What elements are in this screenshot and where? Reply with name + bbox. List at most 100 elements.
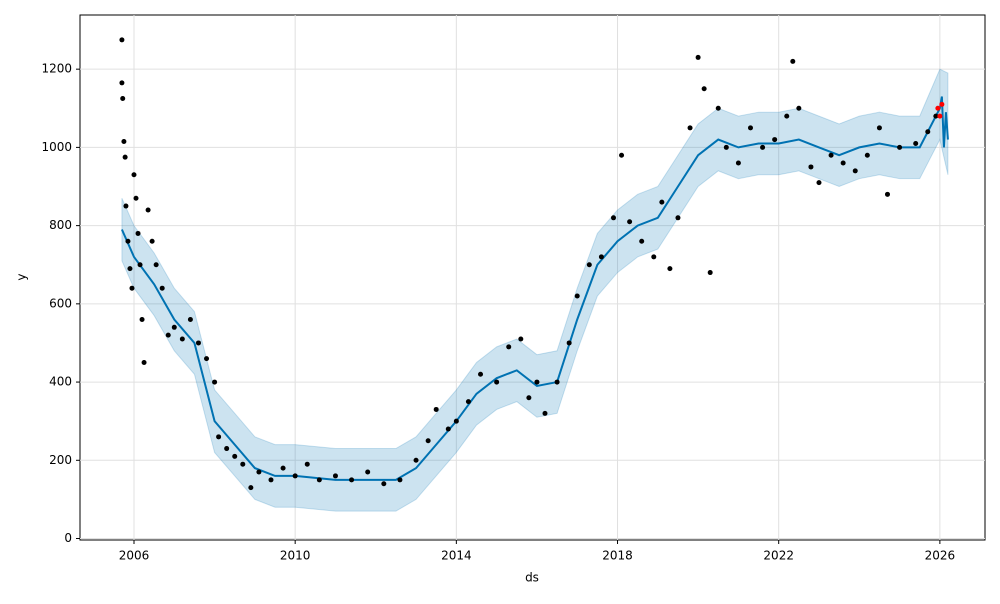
data-point [651,254,657,260]
x-tick-label: 2014 [441,549,472,563]
data-point [784,113,790,119]
data-point [935,105,941,111]
forecast-line [120,96,949,481]
data-point [554,379,560,385]
data-point [796,105,802,111]
data-point [701,86,707,92]
data-point [939,101,945,107]
data-point [884,191,890,197]
data-point [232,453,238,459]
x-tick-label: 2022 [763,549,794,563]
y-axis-label: y [15,273,29,280]
data-point [212,379,218,385]
data-point [760,144,766,150]
data-point [864,152,870,158]
data-point [828,152,834,158]
y-tick-label: 1200 [41,62,72,76]
data-point [122,154,128,160]
data-point [735,160,741,166]
x-tick-label: 2006 [119,549,150,563]
data-point [506,344,512,350]
data-point [465,399,471,405]
data-point [179,336,185,342]
data-point [852,168,858,174]
data-point [125,238,131,244]
x-tick-label: 2010 [280,549,311,563]
data-point [120,96,126,102]
data-point [566,340,572,346]
data-point [224,446,230,452]
data-point [133,195,139,201]
data-point [165,332,171,338]
x-tick-label: 2026 [925,549,956,563]
data-point [707,270,713,276]
data-point [610,215,616,221]
data-point [667,266,673,272]
data-point [332,473,338,479]
y-tick-label: 0 [64,531,72,545]
data-point [187,316,193,322]
data-point [619,152,625,158]
data-point [772,137,778,143]
data-point [586,262,592,268]
data-point [816,180,822,186]
data-point [129,285,135,291]
y-tick-label: 200 [49,453,72,467]
y-tick-label: 600 [49,296,72,310]
uncertainty-band [121,68,949,512]
y-tick-label: 1000 [41,140,72,154]
data-point [304,461,310,467]
data-point [316,477,322,483]
data-point [280,465,286,471]
data-point [195,340,201,346]
y-tick-label: 800 [49,218,72,232]
data-point [840,160,846,166]
data-point [204,356,210,362]
data-point [542,410,548,416]
data-point [413,457,419,463]
data-point [687,125,693,131]
data-point [453,418,459,424]
data-point [248,485,254,491]
data-point [675,215,681,221]
data-point [119,37,125,43]
data-point [292,473,298,479]
data-point [153,262,159,268]
data-point [478,371,484,377]
data-point [216,434,222,440]
data-point [897,144,903,150]
data-point [933,113,939,119]
data-point [534,379,540,385]
data-point [171,324,177,330]
data-point [808,164,814,170]
data-point [131,172,137,178]
data-point [723,144,729,150]
data-point [518,336,524,342]
plot-frame [79,14,986,541]
data-point [127,266,133,272]
data-point [913,140,919,146]
data-point [574,293,580,299]
data-point [159,285,165,291]
data-point [268,477,274,483]
data-point [145,207,151,213]
data-point [445,426,451,432]
data-point [137,262,143,268]
x-axis-label: ds [525,571,539,585]
data-point [365,469,371,475]
data-point [240,461,246,467]
data-point [139,316,145,322]
data-point [349,477,355,483]
data-point [639,238,645,244]
data-point [141,360,147,366]
data-point [123,203,129,209]
data-point [598,254,604,260]
data-point [119,80,125,86]
data-point [397,477,403,483]
data-point [747,125,753,131]
data-point [715,105,721,111]
data-point [425,438,431,444]
data-point [433,406,439,412]
x-tick-label: 2018 [602,549,633,563]
